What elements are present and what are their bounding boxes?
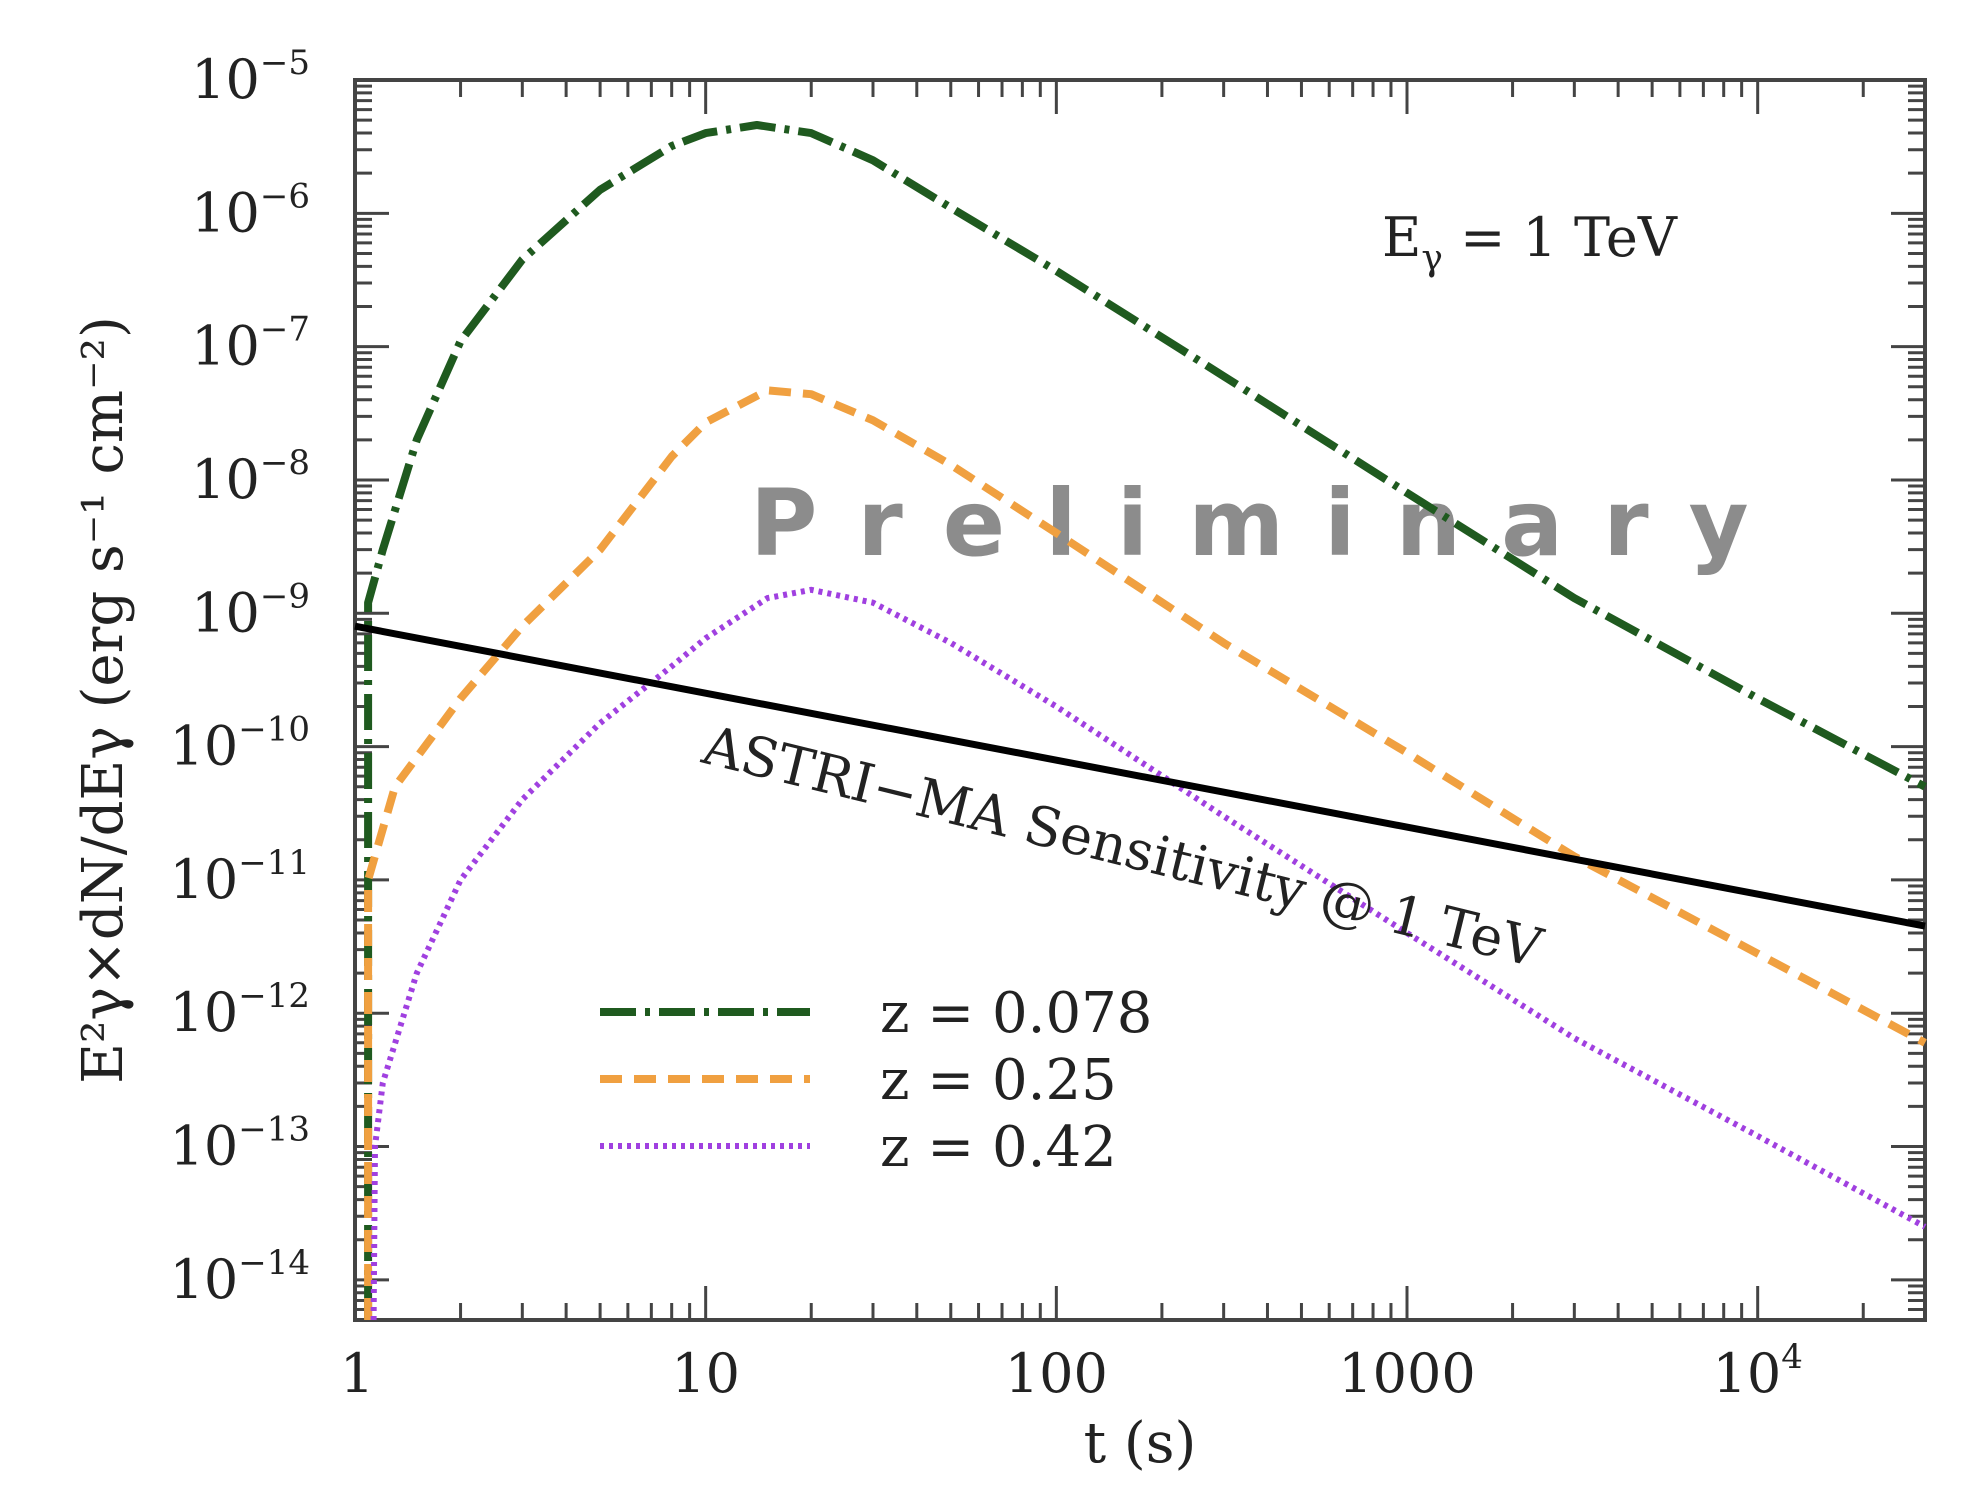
series-layer	[354, 121, 1927, 1321]
y-tick-label: 10−9	[191, 576, 310, 644]
series-z042-line	[370, 586, 1927, 1321]
x-tick-label: 104	[1713, 1337, 1803, 1405]
legend-label-z042: z = 0.42	[880, 1115, 1117, 1180]
y-axis-title: E²γ×dN/dEγ (erg s⁻¹ cm⁻²)	[71, 316, 136, 1084]
x-tick-label: 100	[1005, 1342, 1108, 1405]
y-tick-label: 10−13	[170, 1110, 310, 1178]
x-tick-labels: 1 10 100 1000 104	[340, 1337, 1803, 1405]
plot-frame	[353, 78, 1927, 1322]
sensitivity-line	[354, 622, 1926, 930]
watermark-preliminary: Preliminary	[750, 470, 1789, 577]
energy-rest: = 1 TeV	[1443, 206, 1678, 269]
energy-main: E	[1382, 206, 1421, 269]
legend-label-z0078: z = 0.078	[880, 981, 1152, 1046]
x-axis-title: t (s)	[1084, 1411, 1197, 1476]
axis-ticks	[353, 78, 1927, 1322]
x-tick-label: 10	[671, 1342, 740, 1405]
y-tick-label: 10−10	[170, 710, 310, 778]
legend-label-z025: z = 0.25	[880, 1048, 1117, 1113]
y-tick-label: 10−7	[191, 310, 310, 378]
y-tick-label: 10−14	[170, 1243, 310, 1311]
y-tick-label: 10−8	[191, 443, 310, 511]
energy-sub: γ	[1421, 238, 1443, 279]
y-tick-labels: 10−5 10−6 10−7 10−8 10−9 10−10 10−11 10−12 10−13…	[170, 43, 310, 1311]
y-tick-label: 10−6	[191, 176, 310, 244]
series-z0078-line	[364, 121, 1927, 1320]
energy-annotation: Eγ = 1 TeV	[1382, 206, 1678, 279]
x-tick-label: 1000	[1338, 1342, 1475, 1405]
x-tick-label: 1	[340, 1342, 374, 1405]
y-tick-label: 10−5	[191, 43, 310, 111]
y-tick-label: 10−11	[170, 843, 310, 911]
sensitivity-annotation: ASTRI−MA Sensitivity @ 1 TeV	[696, 713, 1549, 980]
legend: z = 0.078 z = 0.25 z = 0.42	[600, 981, 1152, 1180]
y-tick-label: 10−12	[170, 976, 310, 1044]
series-z025-line	[364, 386, 1927, 1320]
